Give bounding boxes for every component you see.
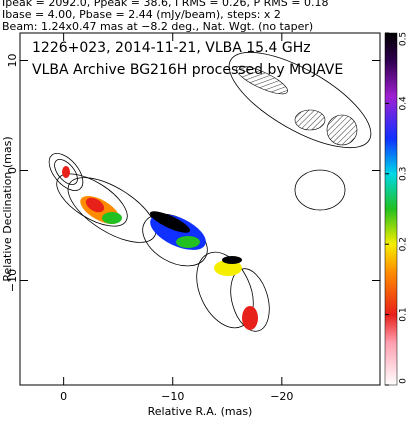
colorbar-tick-label: 0: [399, 378, 409, 384]
colorbar-tick-label: 0.1: [399, 307, 409, 321]
x-tick-label: 0: [60, 390, 67, 403]
y-tick-label: 0: [6, 167, 19, 174]
y-tick-label: −10: [6, 269, 19, 292]
annotation: 1226+023, 2014-11-21, VLBA 15.4 GHz: [32, 40, 311, 56]
header-line: Ipeak = 2092.0, Ppeak = 38.6, I RMS = 0.…: [2, 0, 329, 9]
jet-contours: [48, 51, 372, 332]
colorbar-tick-label: 0.2: [399, 237, 409, 251]
colorbar: [384, 32, 398, 386]
plot-frame: [19, 32, 381, 386]
colorbar-tick-label: 0.5: [399, 32, 409, 46]
header-line: Beam: 1.24x0.47 mas at −8.2 deg., Nat. W…: [2, 20, 313, 33]
polarization-hatch: [236, 65, 358, 146]
colorbar-tick-label: 0.3: [399, 167, 409, 181]
y-axis-label: Relative Declination (mas): [1, 136, 14, 281]
x-tick-label: −20: [270, 390, 293, 403]
colorbar-tick-label: 0.4: [399, 96, 409, 111]
header-line: Ibase = 4.00, Pbase = 2.44 (mJy/beam), s…: [2, 8, 281, 21]
x-tick-label: −10: [161, 390, 184, 403]
annotation: VLBA Archive BG216H processed by MOJAVE: [32, 62, 343, 78]
x-axis-label: Relative R.A. (mas): [148, 405, 253, 418]
y-tick-label: 10: [6, 54, 19, 68]
polarization-color: [62, 166, 258, 330]
